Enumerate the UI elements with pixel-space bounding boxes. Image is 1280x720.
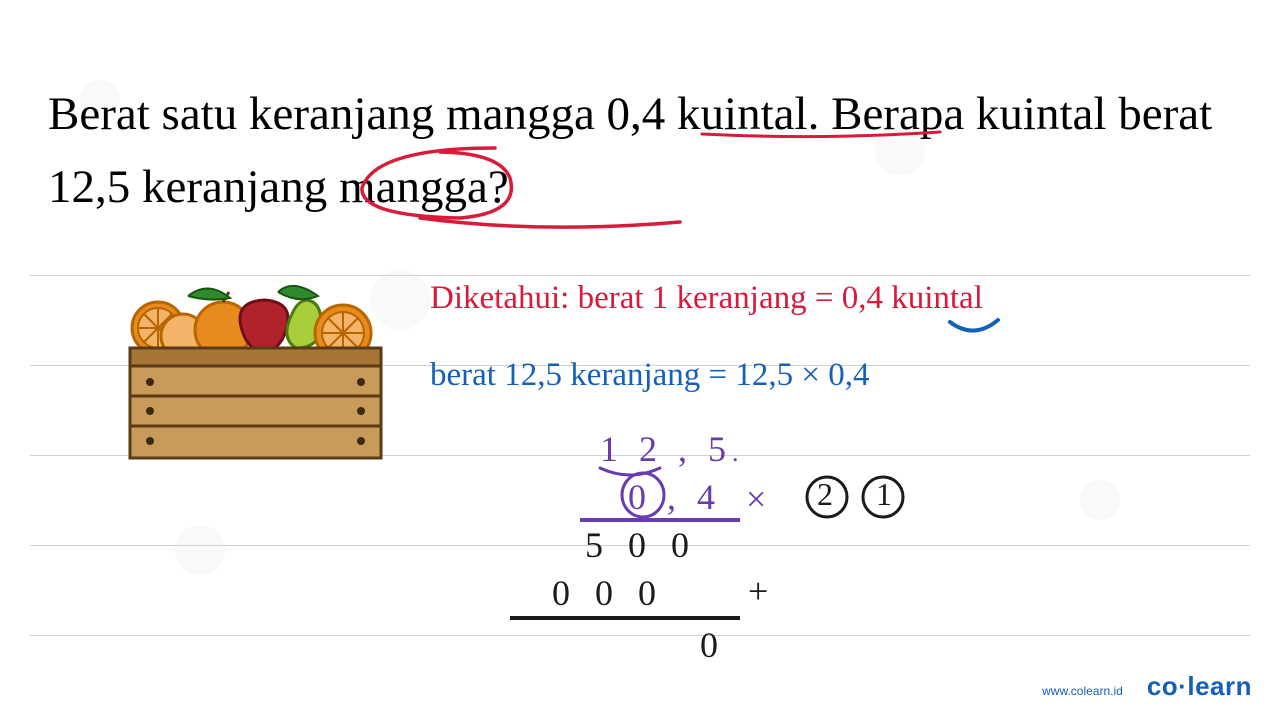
- notes-line2a: berat 12,5 keranjang =: [430, 357, 727, 393]
- calc-row2: 0 , 4: [628, 476, 721, 518]
- step-badge-2-text: 2: [817, 476, 833, 513]
- calc-op: ×: [746, 478, 766, 520]
- footer-url: www.colearn.id: [1042, 684, 1123, 698]
- calc-row5: 0: [700, 624, 718, 666]
- calc-row1: 1 2 , 5.: [600, 428, 745, 470]
- notes-block: Diketahui: berat 1 keranjang = 0,4 kuint…: [430, 280, 983, 394]
- calc-row3: 5 0 0: [585, 524, 697, 566]
- step-badge-1-text: 1: [876, 476, 892, 513]
- calc-row4: 0 0 0: [552, 572, 664, 614]
- notes-line1-rest: berat 1 keranjang = 0,4 kuintal: [569, 280, 983, 316]
- calc-plus: +: [748, 570, 768, 612]
- question-text: Berat satu keranjang mangga 0,4 kuintal.…: [48, 78, 1232, 224]
- footer: www.colearn.id co·learn: [1042, 671, 1252, 702]
- notes-line2b: 12,5 × 0,4: [727, 357, 869, 393]
- notes-line1-label: Diketahui:: [430, 280, 569, 316]
- brand-logo: co·learn: [1147, 671, 1252, 702]
- fruit-crate-icon: [128, 278, 383, 468]
